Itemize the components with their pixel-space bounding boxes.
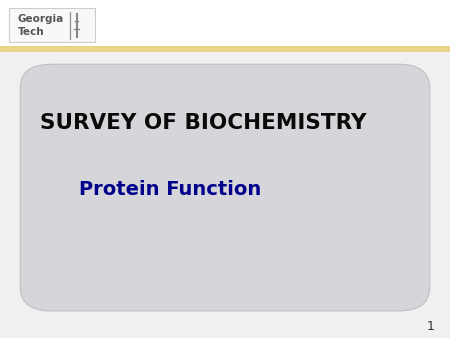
Bar [0, 0, 450, 46]
Bar [9, 8, 94, 42]
Text: 1: 1 [427, 320, 434, 333]
Text: Tech: Tech [18, 27, 45, 37]
Text: Georgia: Georgia [18, 14, 64, 24]
Bar [0, 46, 450, 52]
FancyBboxPatch shape [20, 64, 430, 311]
Text: SURVEY OF BIOCHEMISTRY: SURVEY OF BIOCHEMISTRY [40, 113, 367, 134]
Text: Protein Function: Protein Function [79, 180, 261, 199]
